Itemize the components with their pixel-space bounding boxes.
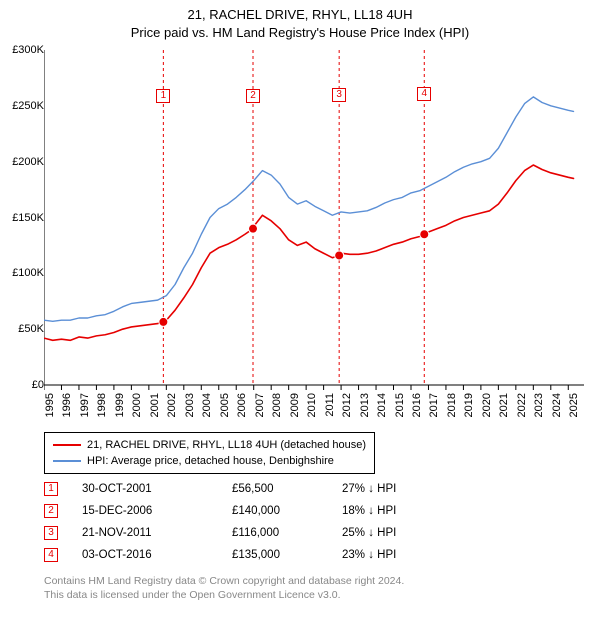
sale-marker-3: 3 (332, 88, 346, 102)
xtick-label: 2022 (516, 393, 528, 433)
sale-delta: 27% ↓ HPI (342, 483, 452, 495)
chart-area (44, 50, 584, 385)
xtick-label: 2023 (533, 393, 545, 433)
xtick-label: 2001 (149, 393, 161, 433)
sale-price: £140,000 (232, 505, 342, 517)
xtick-label: 1995 (44, 393, 56, 433)
xtick-label: 2003 (184, 393, 196, 433)
ytick-label: £200K (4, 156, 44, 168)
xtick-label: 1998 (96, 393, 108, 433)
xtick-label: 1996 (61, 393, 73, 433)
ytick-label: £150K (4, 212, 44, 224)
credits-line2: This data is licensed under the Open Gov… (44, 588, 404, 602)
xtick-label: 2024 (551, 393, 563, 433)
sale-price: £56,500 (232, 483, 342, 495)
xtick-label: 2010 (306, 393, 318, 433)
chart-container: 21, RACHEL DRIVE, RHYL, LL18 4UH Price p… (0, 0, 600, 620)
xtick-label: 2020 (481, 393, 493, 433)
ytick-label: £50K (4, 323, 44, 335)
sale-row: 1 30-OCT-2001£56,50027% ↓ HPI (44, 478, 452, 500)
title-address: 21, RACHEL DRIVE, RHYL, LL18 4UH (0, 6, 600, 24)
sale-marker-1: 1 (156, 89, 170, 103)
sale-row: 2 15-DEC-2006£140,00018% ↓ HPI (44, 500, 452, 522)
ytick-label: £300K (4, 44, 44, 56)
xtick-label: 2008 (271, 393, 283, 433)
ytick-label: £0 (4, 379, 44, 391)
sale-row: 4 03-OCT-2016£135,00023% ↓ HPI (44, 544, 452, 566)
legend: 21, RACHEL DRIVE, RHYL, LL18 4UH (detach… (44, 432, 375, 474)
legend-swatch (53, 444, 81, 446)
sale-delta: 25% ↓ HPI (342, 527, 452, 539)
legend-swatch (53, 460, 81, 462)
legend-label: HPI: Average price, detached house, Denb… (87, 455, 334, 467)
legend-row: 21, RACHEL DRIVE, RHYL, LL18 4UH (detach… (53, 437, 366, 453)
sale-row-marker: 2 (44, 504, 58, 518)
sale-row-marker: 4 (44, 548, 58, 562)
xtick-label: 2015 (394, 393, 406, 433)
sale-row-marker: 1 (44, 482, 58, 496)
sale-price: £135,000 (232, 549, 342, 561)
xtick-label: 2002 (166, 393, 178, 433)
xtick-label: 2011 (324, 393, 336, 433)
xtick-label: 1999 (114, 393, 126, 433)
sale-delta: 18% ↓ HPI (342, 505, 452, 517)
xtick-label: 2016 (411, 393, 423, 433)
legend-row: HPI: Average price, detached house, Denb… (53, 453, 366, 469)
sale-date: 03-OCT-2016 (82, 549, 232, 561)
ytick-label: £100K (4, 267, 44, 279)
xtick-label: 1997 (79, 393, 91, 433)
sale-price: £116,000 (232, 527, 342, 539)
credits: Contains HM Land Registry data © Crown c… (44, 574, 404, 602)
xtick-label: 2007 (254, 393, 266, 433)
sale-date: 21-NOV-2011 (82, 527, 232, 539)
sale-date: 30-OCT-2001 (82, 483, 232, 495)
ytick-label: £250K (4, 100, 44, 112)
sale-date: 15-DEC-2006 (82, 505, 232, 517)
xtick-label: 2006 (236, 393, 248, 433)
xtick-label: 2019 (463, 393, 475, 433)
sale-delta: 23% ↓ HPI (342, 549, 452, 561)
xtick-label: 2013 (359, 393, 371, 433)
xtick-label: 2018 (446, 393, 458, 433)
xtick-label: 2005 (219, 393, 231, 433)
sales-table: 1 30-OCT-2001£56,50027% ↓ HPI 2 15-DEC-2006… (44, 478, 452, 566)
title-block: 21, RACHEL DRIVE, RHYL, LL18 4UH Price p… (0, 0, 600, 41)
sale-marker-2: 2 (246, 89, 260, 103)
title-subtitle: Price paid vs. HM Land Registry's House … (0, 24, 600, 42)
chart-svg (44, 50, 584, 393)
sale-marker-4: 4 (417, 87, 431, 101)
xtick-label: 2004 (201, 393, 213, 433)
xtick-label: 2021 (498, 393, 510, 433)
xtick-label: 2000 (131, 393, 143, 433)
xtick-label: 2017 (428, 393, 440, 433)
xtick-label: 2009 (289, 393, 301, 433)
credits-line1: Contains HM Land Registry data © Crown c… (44, 574, 404, 588)
sale-row-marker: 3 (44, 526, 58, 540)
xtick-label: 2012 (341, 393, 353, 433)
xtick-label: 2025 (568, 393, 580, 433)
sale-row: 3 21-NOV-2011£116,00025% ↓ HPI (44, 522, 452, 544)
xtick-label: 2014 (376, 393, 388, 433)
legend-label: 21, RACHEL DRIVE, RHYL, LL18 4UH (detach… (87, 439, 366, 451)
